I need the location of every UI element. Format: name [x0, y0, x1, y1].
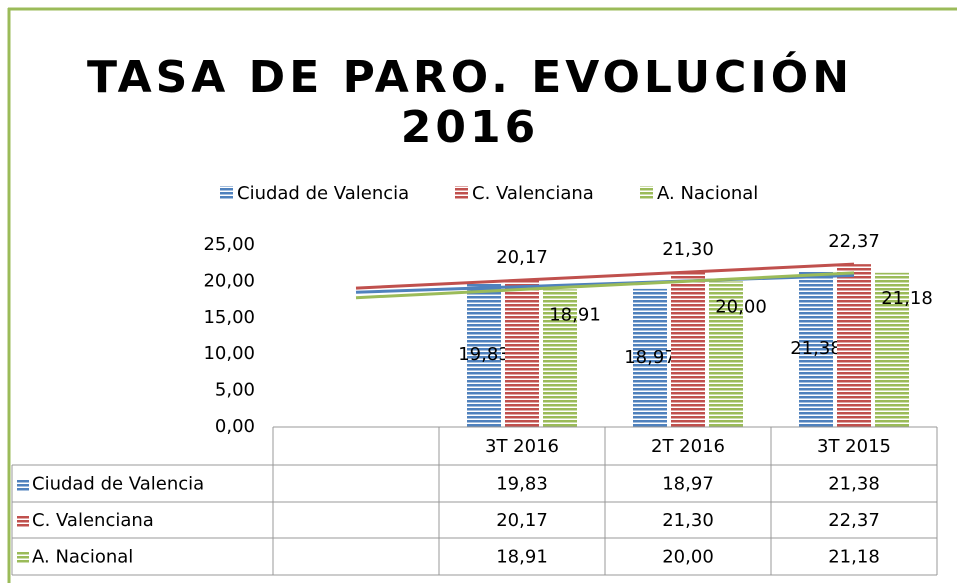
bar — [543, 289, 577, 427]
table-cell: 18,91 — [496, 547, 548, 568]
bar — [467, 282, 501, 427]
bar — [505, 280, 539, 427]
table-legend-swatch — [17, 551, 29, 564]
table-cell: 19,83 — [496, 474, 548, 495]
data-label: 20,17 — [496, 247, 548, 268]
table-cell: 21,30 — [662, 510, 714, 531]
chart-title: TASA DE PARO. EVOLUCIÓN 2016 — [87, 50, 853, 153]
bar — [633, 288, 667, 427]
data-label: 19,83 — [458, 344, 510, 365]
data-label: 21,30 — [662, 239, 714, 260]
legend-label: C. Valenciana — [472, 183, 594, 204]
trendline — [355, 271, 855, 300]
bar — [875, 272, 909, 427]
data-label: 18,91 — [549, 304, 601, 325]
table-cell: 20,17 — [496, 510, 548, 531]
legend-swatch — [640, 186, 653, 199]
bar — [837, 264, 871, 427]
bar — [709, 281, 743, 427]
x-tick-label: 3T 2015 — [817, 436, 891, 457]
table-row-label: C. Valenciana — [32, 510, 154, 531]
table-cell: 21,38 — [828, 474, 880, 495]
data-label: 22,37 — [828, 231, 880, 252]
y-tick-label: 5,00 — [215, 380, 255, 401]
table-legend-swatch — [17, 478, 29, 491]
legend-label: Ciudad de Valencia — [237, 183, 409, 204]
table-row-label: Ciudad de Valencia — [32, 474, 204, 495]
bar — [799, 271, 833, 427]
data-label: 21,18 — [881, 288, 933, 309]
x-tick-label: 2T 2016 — [651, 436, 725, 457]
table-cell: 22,37 — [828, 510, 880, 531]
y-tick-label: 25,00 — [203, 234, 255, 255]
table-cell: 20,00 — [662, 547, 714, 568]
data-label: 20,00 — [715, 296, 767, 317]
legend-swatch — [455, 186, 468, 199]
table-cell: 21,18 — [828, 547, 880, 568]
table-cell: 18,97 — [662, 474, 714, 495]
y-tick-label: 15,00 — [203, 307, 255, 328]
y-tick-label: 10,00 — [203, 343, 255, 364]
x-tick-label: 3T 2016 — [485, 436, 559, 457]
y-tick-label: 20,00 — [203, 270, 255, 291]
trendline — [355, 262, 855, 290]
data-label: 21,38 — [790, 338, 842, 359]
y-tick-label: 0,00 — [215, 416, 255, 437]
table-row-label: A. Nacional — [32, 547, 133, 568]
data-label: 18,97 — [624, 347, 676, 368]
legend-swatch — [220, 186, 233, 199]
legend-label: A. Nacional — [657, 183, 758, 204]
table-legend-swatch — [17, 515, 29, 527]
bar — [671, 271, 705, 427]
